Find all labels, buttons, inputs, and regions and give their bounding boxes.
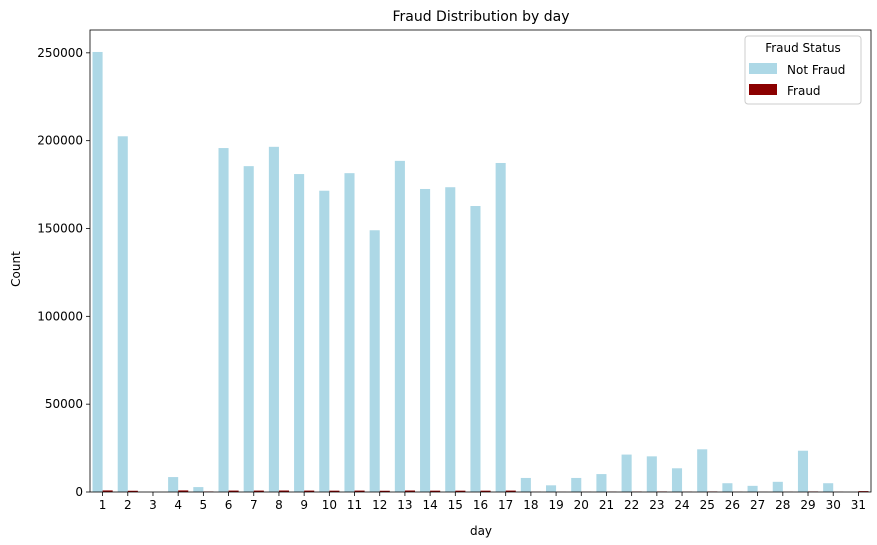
bar-fraud-day-14 — [430, 490, 441, 492]
x-tick-label: 28 — [775, 498, 790, 512]
bar-not-fraud-day-18 — [520, 477, 531, 492]
x-tick-label: 31 — [851, 498, 866, 512]
x-tick-label: 9 — [300, 498, 308, 512]
bar-not-fraud-day-19 — [546, 485, 557, 492]
x-tick-label: 4 — [174, 498, 182, 512]
bar-not-fraud-day-17 — [495, 162, 506, 493]
bar-not-fraud-day-10 — [319, 190, 330, 493]
x-tick-label: 15 — [448, 498, 463, 512]
x-tick-label: 30 — [826, 498, 841, 512]
bar-not-fraud-day-8 — [268, 146, 279, 492]
x-tick-label: 20 — [574, 498, 589, 512]
bar-not-fraud-day-2 — [117, 136, 128, 492]
bar-not-fraud-day-22 — [621, 454, 632, 492]
x-tick-label: 14 — [422, 498, 437, 512]
bar-fraud-day-6 — [228, 490, 239, 492]
bar-not-fraud-day-11 — [344, 173, 355, 493]
legend-swatch-fraud — [749, 84, 777, 95]
x-tick-label: 8 — [275, 498, 283, 512]
bar-not-fraud-day-26 — [722, 483, 733, 492]
x-tick-label: 21 — [599, 498, 614, 512]
bar-not-fraud-day-16 — [470, 206, 481, 492]
x-tick-label: 18 — [523, 498, 538, 512]
x-tick-label: 3 — [149, 498, 157, 512]
x-tick-label: 24 — [674, 498, 689, 512]
x-tick-label: 10 — [322, 498, 337, 512]
x-tick-label: 13 — [397, 498, 412, 512]
chart-title: Fraud Distribution by day — [392, 9, 569, 25]
x-tick-label: 5 — [200, 498, 208, 512]
x-tick-label: 17 — [498, 498, 513, 512]
x-tick-label: 27 — [750, 498, 765, 512]
x-tick-label: 26 — [725, 498, 740, 512]
x-tick-label: 7 — [250, 498, 258, 512]
x-tick-label: 12 — [372, 498, 387, 512]
x-tick-label: 1 — [99, 498, 107, 512]
y-tick-label: 100000 — [37, 309, 83, 323]
bar-fraud-day-9 — [304, 490, 315, 492]
bar-not-fraud-day-12 — [369, 230, 380, 492]
bar-fraud-day-13 — [404, 490, 415, 492]
bar-not-fraud-day-4 — [168, 477, 179, 492]
bar-fraud-day-12 — [379, 490, 390, 492]
x-tick-label: 11 — [347, 498, 362, 512]
legend: Fraud Status Not Fraud Fraud — [744, 35, 862, 105]
bar-fraud-day-2 — [127, 490, 138, 492]
bar-fraud-day-4 — [178, 490, 189, 492]
bar-not-fraud-day-29 — [797, 450, 809, 492]
bar-fraud-day-8 — [278, 490, 290, 492]
x-axis-label: day — [470, 524, 492, 538]
bar-fraud-day-11 — [354, 490, 365, 492]
bar-not-fraud-day-30 — [823, 483, 834, 492]
bar-fraud-day-16 — [480, 490, 491, 492]
bar-not-fraud-day-6 — [218, 148, 229, 493]
bar-not-fraud-day-24 — [671, 468, 683, 492]
bar-not-fraud-day-27 — [747, 485, 758, 492]
bars-group — [92, 51, 869, 493]
bar-not-fraud-day-7 — [243, 166, 254, 492]
bar-not-fraud-day-14 — [420, 188, 431, 493]
bar-fraud-day-15 — [455, 490, 466, 492]
x-tick-label: 19 — [548, 498, 563, 512]
y-axis-label: Count — [9, 251, 23, 287]
x-tick-label: 2 — [124, 498, 132, 512]
bar-fraud-day-7 — [253, 490, 264, 492]
bar-not-fraud-day-25 — [697, 449, 708, 492]
legend-label-not-fraud: Not Fraud — [787, 63, 845, 77]
bar-not-fraud-day-20 — [571, 477, 582, 492]
x-tick-label: 23 — [649, 498, 664, 512]
y-tick-label: 50000 — [45, 397, 83, 411]
bar-fraud-day-17 — [505, 490, 516, 492]
bar-fraud-day-31 — [858, 491, 869, 492]
bar-not-fraud-day-28 — [772, 481, 783, 492]
x-tick-label: 6 — [225, 498, 233, 512]
legend-title: Fraud Status — [765, 41, 841, 55]
bar-not-fraud-day-15 — [445, 187, 456, 492]
y-tick-label: 200000 — [37, 134, 83, 148]
x-tick-label: 22 — [624, 498, 639, 512]
bar-not-fraud-day-5 — [193, 487, 204, 492]
y-tick-label: 150000 — [37, 222, 83, 236]
y-tick-label: 250000 — [37, 46, 83, 60]
legend-label-fraud: Fraud — [787, 84, 821, 98]
x-tick-label: 29 — [800, 498, 815, 512]
bar-not-fraud-day-21 — [596, 474, 607, 492]
legend-swatch-not-fraud — [749, 63, 777, 74]
bar-fraud-day-1 — [102, 490, 113, 492]
bar-not-fraud-day-1 — [92, 51, 103, 493]
y-tick-label: 0 — [75, 485, 83, 499]
x-tick-label: 16 — [473, 498, 488, 512]
bar-fraud-day-10 — [329, 490, 340, 492]
x-tick-label: 25 — [700, 498, 715, 512]
bar-not-fraud-day-23 — [646, 456, 657, 492]
bar-not-fraud-day-13 — [394, 160, 405, 492]
bar-not-fraud-day-9 — [294, 174, 305, 493]
